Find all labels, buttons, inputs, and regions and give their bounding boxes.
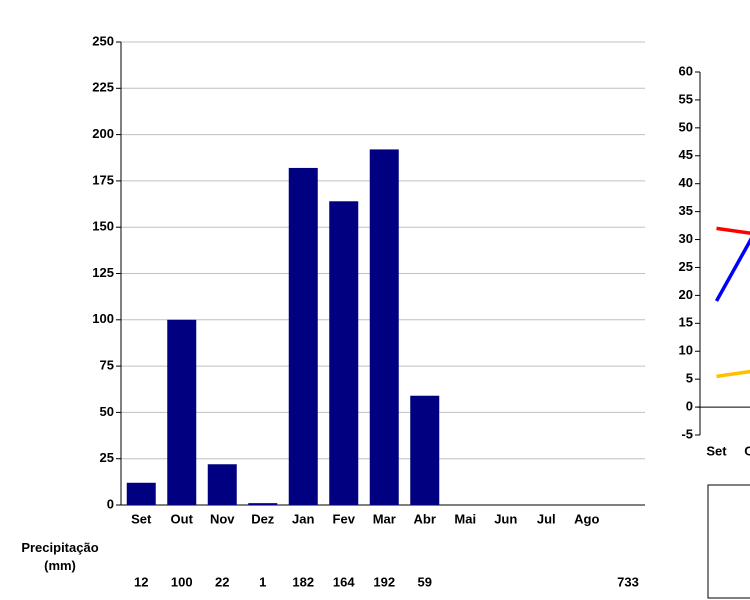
y-tick-label: 75 xyxy=(100,358,114,373)
series-line xyxy=(714,237,750,302)
data-label: 192 xyxy=(373,574,395,589)
x-tick-label: Jun xyxy=(494,511,517,526)
data-label: 182 xyxy=(292,574,314,589)
y-tick-label: 175 xyxy=(92,172,114,187)
y-tick-label: 35 xyxy=(679,203,693,218)
data-label: 12 xyxy=(134,574,148,589)
y-tick-label: 10 xyxy=(679,343,693,358)
y-tick-label: 40 xyxy=(679,175,693,190)
x-tick-label: Jan xyxy=(292,511,314,526)
bar xyxy=(126,482,156,505)
bar xyxy=(207,464,237,505)
y-tick-label: 50 xyxy=(100,404,114,419)
y-tick-label: 25 xyxy=(100,450,114,465)
x-tick-label: Mai xyxy=(454,511,476,526)
y-tick-label: 5 xyxy=(686,371,693,386)
x-tick-label: Dez xyxy=(251,511,275,526)
data-label: 59 xyxy=(418,574,432,589)
y-tick-label: 125 xyxy=(92,265,114,280)
x-tick-label: Out xyxy=(171,511,194,526)
bar xyxy=(410,395,440,505)
bar xyxy=(248,503,278,505)
y-tick-label: 200 xyxy=(92,126,114,141)
y-tick-label: 55 xyxy=(679,91,693,106)
data-label: 1 xyxy=(259,574,266,589)
row-label-line: Precipitação xyxy=(21,540,98,555)
x-tick-label: Out xyxy=(744,443,750,458)
y-tick-label: -5 xyxy=(681,426,693,441)
bar xyxy=(167,319,197,505)
y-tick-label: 15 xyxy=(679,315,693,330)
y-tick-label: 100 xyxy=(92,311,114,326)
y-tick-label: 30 xyxy=(679,231,693,246)
x-tick-label: Abr xyxy=(414,511,436,526)
data-label: 164 xyxy=(333,574,355,589)
x-tick-label: Nov xyxy=(210,511,235,526)
data-label: 100 xyxy=(171,574,193,589)
bar xyxy=(369,149,399,505)
y-tick-label: 20 xyxy=(679,287,693,302)
y-tick-label: 225 xyxy=(92,80,114,95)
y-tick-label: 0 xyxy=(686,399,693,414)
legend-box xyxy=(707,484,750,599)
y-tick-label: 25 xyxy=(679,259,693,274)
x-tick-label: Mar xyxy=(373,511,396,526)
x-tick-label: Fev xyxy=(333,511,356,526)
x-tick-label: Set xyxy=(706,443,727,458)
bar xyxy=(329,201,359,505)
row-label: Precipitação (mm) xyxy=(21,540,98,573)
x-tick-label: Set xyxy=(131,511,152,526)
x-tick-label: Jul xyxy=(537,511,556,526)
y-tick-label: 0 xyxy=(107,496,114,511)
y-tick-label: 45 xyxy=(679,147,693,162)
data-label: 22 xyxy=(215,574,229,589)
y-tick-label: 60 xyxy=(679,63,693,78)
x-tick-label: Ago xyxy=(574,511,599,526)
row-label-line: (mm) xyxy=(44,558,76,573)
y-tick-label: 250 xyxy=(92,33,114,48)
bar xyxy=(288,167,318,505)
total-label: 733 xyxy=(617,574,639,589)
series-line xyxy=(716,226,750,235)
y-tick-label: 50 xyxy=(679,119,693,134)
y-tick-label: 150 xyxy=(92,219,114,234)
series-line xyxy=(716,369,750,379)
